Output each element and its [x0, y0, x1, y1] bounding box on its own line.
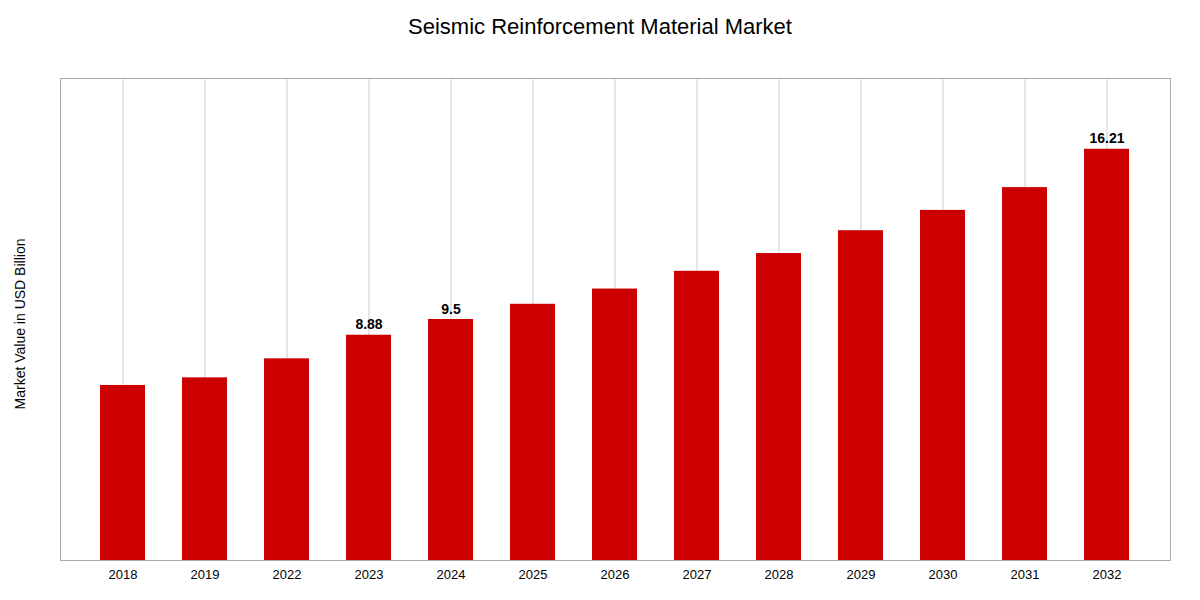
svg-text:2028: 2028 — [765, 567, 794, 582]
svg-text:2029: 2029 — [847, 567, 876, 582]
svg-text:2032: 2032 — [1093, 567, 1122, 582]
svg-text:2018: 2018 — [109, 567, 138, 582]
svg-text:2030: 2030 — [929, 567, 958, 582]
svg-text:2022: 2022 — [273, 567, 302, 582]
svg-text:16.21: 16.21 — [1089, 130, 1124, 146]
html-text:Seismic Reinforcement Material: Seismic Reinforcement Material Market — [408, 14, 792, 39]
svg-text:2031: 2031 — [1011, 567, 1040, 582]
svg-text:2025: 2025 — [519, 567, 548, 582]
svg-text:8.88: 8.88 — [355, 316, 382, 332]
svg-text:2024: 2024 — [437, 567, 466, 582]
svg-text:2027: 2027 — [683, 567, 712, 582]
svg-text:2026: 2026 — [601, 567, 630, 582]
html-text:Market Value in USD Billion: Market Value in USD Billion — [12, 238, 28, 410]
svg-text:2023: 2023 — [355, 567, 384, 582]
svg-text:2019: 2019 — [191, 567, 220, 582]
svg-text:9.5: 9.5 — [441, 301, 461, 317]
